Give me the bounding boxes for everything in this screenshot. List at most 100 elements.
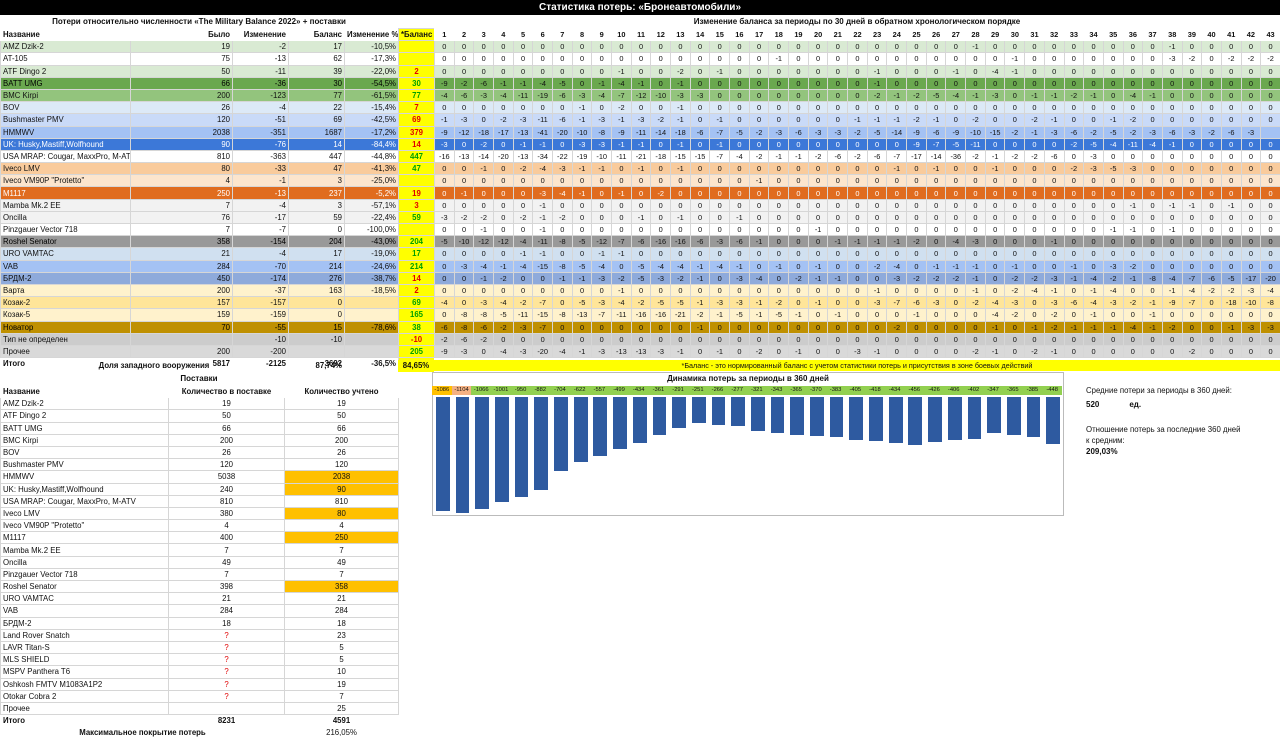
losses-cell: -11: [233, 65, 289, 77]
period-cell: 0: [1182, 41, 1202, 53]
period-cell: -5: [1103, 163, 1123, 175]
period-cell: 0: [553, 333, 573, 345]
period-cell: -2: [1162, 321, 1182, 333]
supplies-cell: Pinzgauer Vector 718: [1, 568, 169, 580]
chart-value-labels: -1086-1104-1066-1001-950-882-704-622-557…: [432, 386, 1064, 395]
period-cell: 0: [887, 41, 907, 53]
period-cell: 0: [710, 77, 730, 89]
supplies-cell: 4: [285, 520, 399, 532]
chart-bar: [948, 397, 962, 440]
period-cell: -1: [533, 248, 553, 260]
period-cell: -8: [1143, 272, 1163, 284]
period-cell: 0: [887, 175, 907, 187]
period-cell: 0: [631, 41, 651, 53]
period-cell: -11: [513, 89, 533, 101]
period-cell: 0: [1123, 175, 1143, 187]
period-cell: 0: [749, 224, 769, 236]
period-cell: -4: [1143, 138, 1163, 150]
period-cell: 0: [1162, 211, 1182, 223]
period-cell: -2: [1064, 163, 1084, 175]
period-cell: -11: [1123, 138, 1143, 150]
period-cell: 0: [848, 248, 868, 260]
period-cell: -8: [553, 309, 573, 321]
supplies-cell: ?: [169, 690, 285, 702]
losses-cell: -159: [233, 309, 289, 321]
period-cell: 0: [1123, 284, 1143, 296]
period-cell: 0: [1261, 260, 1280, 272]
periods-caption: Изменение баланса за периоды по 30 дней …: [434, 16, 1280, 28]
period-cell: -13: [513, 150, 533, 162]
period-cell: -1: [1162, 41, 1182, 53]
period-cell: -2: [907, 89, 927, 101]
period-cell: 0: [848, 77, 868, 89]
period-cell: -2: [671, 272, 691, 284]
period-cell: 0: [1261, 102, 1280, 114]
chart-value-label: -321: [747, 386, 767, 395]
period-cell: 0: [828, 138, 848, 150]
period-cell: -1: [671, 211, 691, 223]
period-cell: -1: [1025, 126, 1045, 138]
period-cell: 0: [1162, 236, 1182, 248]
period-cell: -4: [592, 260, 612, 272]
period-cell: 0: [789, 199, 809, 211]
period-cell: 0: [474, 102, 494, 114]
period-cell: 0: [513, 53, 533, 65]
period-cell: -3: [1241, 321, 1261, 333]
period-cell: 0: [1241, 102, 1261, 114]
supplies-cell: 23: [285, 629, 399, 641]
losses-cell: 1687: [289, 126, 345, 138]
period-cell: -36: [946, 150, 966, 162]
period-cell: -10: [454, 236, 474, 248]
period-cell: 0: [592, 187, 612, 199]
period-cell: 0: [435, 284, 455, 296]
chart-value-label: -950: [511, 386, 531, 395]
period-cell: -3: [513, 345, 533, 357]
period-cell: -20: [494, 150, 514, 162]
period-cell: -1: [533, 211, 553, 223]
period-cell: -11: [533, 114, 553, 126]
period-cell: 0: [1103, 89, 1123, 101]
period-cell: -3: [985, 89, 1005, 101]
period-cell: 0: [926, 236, 946, 248]
period-cell: 0: [631, 284, 651, 296]
losses-cell: -4: [233, 102, 289, 114]
period-cell: 0: [966, 248, 986, 260]
period-cell: 0: [907, 333, 927, 345]
period-cell: 0: [572, 53, 592, 65]
period-cell: -12: [474, 236, 494, 248]
period-cell: -3: [435, 211, 455, 223]
period-cell: 0: [1025, 236, 1045, 248]
period-cell: 0: [789, 53, 809, 65]
period-cell: 0: [769, 345, 789, 357]
period-cell: 0: [1182, 65, 1202, 77]
period-cell: 0: [966, 187, 986, 199]
period-cell: 0: [710, 41, 730, 53]
period-cell: 0: [1103, 65, 1123, 77]
period-cell: 0: [1162, 248, 1182, 260]
period-cell: 0: [1182, 333, 1202, 345]
supplies-cell: AMZ Dzik-2: [1, 398, 169, 410]
period-cell: -6: [690, 236, 710, 248]
losses-cell: 22: [289, 102, 345, 114]
period-cell: 0: [907, 284, 927, 296]
balance-cell: [399, 224, 435, 236]
period-cell: -19: [572, 150, 592, 162]
period-cell: 0: [474, 284, 494, 296]
period-cell: 0: [926, 309, 946, 321]
period-cell: 0: [474, 199, 494, 211]
period-cell: -2: [907, 272, 927, 284]
period-cell: -18: [1221, 297, 1241, 309]
period-cell: -1: [474, 224, 494, 236]
balance-cell: 47: [399, 163, 435, 175]
period-cell: -1: [966, 260, 986, 272]
losses-cell: 237: [289, 187, 345, 199]
period-cell: 0: [1084, 248, 1104, 260]
period-cell: 0: [749, 248, 769, 260]
period-cell: 0: [867, 199, 887, 211]
period-cell: 0: [592, 41, 612, 53]
losses-cell: -38,7%: [345, 272, 399, 284]
chart-bar: [751, 397, 765, 431]
period-cell: 0: [454, 248, 474, 260]
losses-cell: БРДМ-2: [1, 272, 131, 284]
